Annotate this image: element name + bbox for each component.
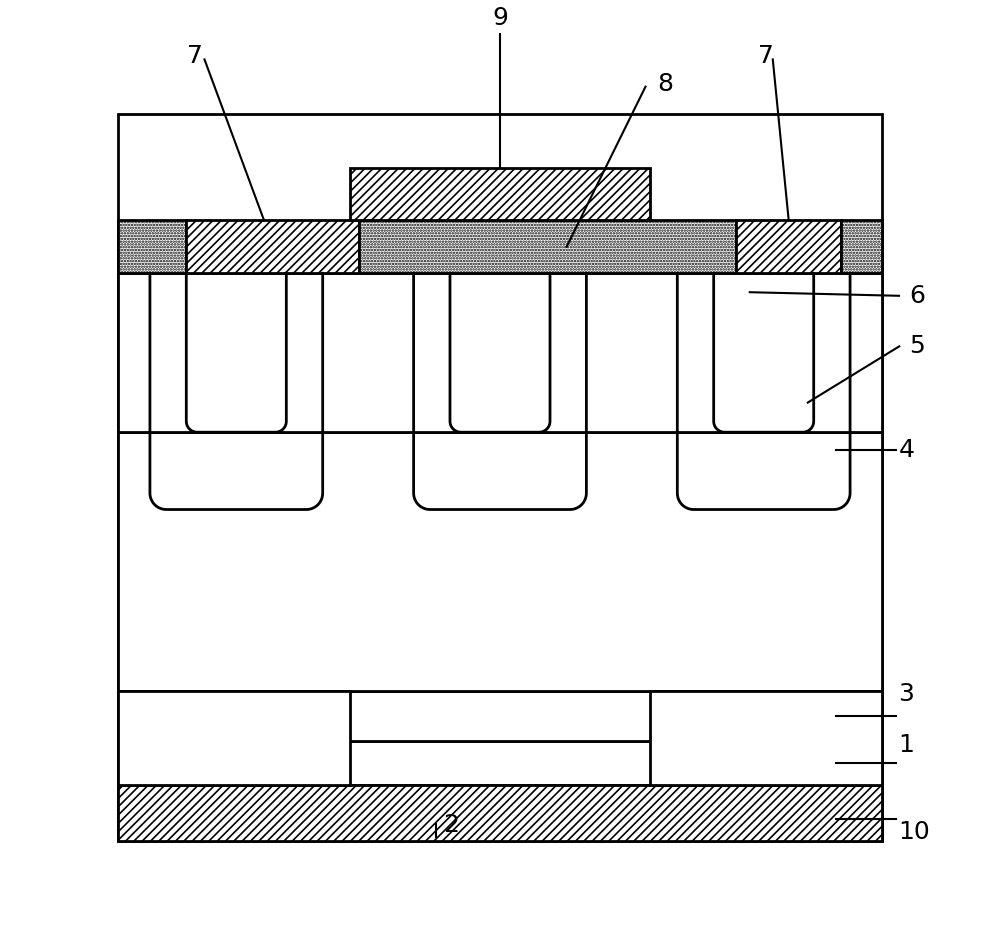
Bar <box>186 220 359 273</box>
Bar <box>736 220 841 273</box>
Bar <box>118 692 882 742</box>
Bar <box>118 273 882 432</box>
Bar <box>350 168 650 220</box>
Text: 10: 10 <box>898 820 930 845</box>
Bar <box>650 692 882 785</box>
Bar <box>118 692 350 785</box>
Text: 1: 1 <box>898 733 914 757</box>
Bar <box>118 785 882 842</box>
Text: 9: 9 <box>492 6 508 31</box>
Bar <box>118 742 882 785</box>
Bar <box>118 220 186 273</box>
Text: 4: 4 <box>898 438 914 462</box>
Bar <box>359 220 736 273</box>
Text: 7: 7 <box>187 44 203 68</box>
Text: 7: 7 <box>758 44 774 68</box>
Text: 3: 3 <box>898 682 914 706</box>
Bar <box>841 220 882 273</box>
Text: 8: 8 <box>657 72 673 96</box>
Text: 2: 2 <box>443 813 459 837</box>
Text: 6: 6 <box>909 284 925 307</box>
Text: 5: 5 <box>909 334 925 357</box>
Bar <box>118 432 882 692</box>
Bar <box>118 114 882 842</box>
